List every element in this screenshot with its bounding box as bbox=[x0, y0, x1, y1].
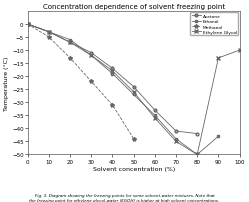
Ethylene Glycol bbox=[175, 141, 178, 143]
Line: Ethanol: Ethanol bbox=[26, 23, 220, 156]
Ethanol bbox=[196, 154, 199, 156]
Ethylene Glycol bbox=[111, 70, 114, 73]
Legend: Acetone, Ethanol, Methanol, Ethylene Glycol: Acetone, Ethanol, Methanol, Ethylene Gly… bbox=[190, 13, 238, 36]
Ethanol bbox=[47, 32, 50, 34]
Ethanol bbox=[175, 138, 178, 140]
Methanol bbox=[90, 81, 93, 83]
Methanol bbox=[47, 37, 50, 39]
Acetone bbox=[69, 42, 72, 44]
Acetone bbox=[111, 68, 114, 70]
Title: Concentration dependence of solvent freezing point: Concentration dependence of solvent free… bbox=[43, 4, 225, 10]
Ethanol bbox=[90, 55, 93, 57]
Ethylene Glycol bbox=[153, 117, 156, 120]
Methanol bbox=[26, 24, 29, 26]
Ethanol bbox=[69, 39, 72, 42]
Methanol bbox=[69, 57, 72, 60]
Ethylene Glycol bbox=[90, 55, 93, 57]
Ethylene Glycol bbox=[238, 50, 241, 52]
Acetone bbox=[132, 86, 135, 88]
Ethylene Glycol bbox=[47, 32, 50, 34]
Ethanol bbox=[111, 73, 114, 75]
Ethylene Glycol bbox=[26, 24, 29, 26]
Ethylene Glycol bbox=[196, 154, 199, 156]
Text: Fig. 3. Diagram showing the freezing points for some solvent-water mixtures. Not: Fig. 3. Diagram showing the freezing poi… bbox=[29, 194, 220, 202]
Methanol bbox=[132, 138, 135, 140]
Acetone bbox=[175, 130, 178, 133]
Acetone bbox=[90, 52, 93, 55]
Acetone bbox=[26, 24, 29, 26]
Acetone bbox=[47, 32, 50, 34]
Ethanol bbox=[153, 115, 156, 117]
Line: Ethylene Glycol: Ethylene Glycol bbox=[26, 23, 241, 157]
X-axis label: Solvent concentration (%): Solvent concentration (%) bbox=[93, 167, 175, 171]
Y-axis label: Temperature (°C): Temperature (°C) bbox=[4, 56, 9, 110]
Line: Acetone: Acetone bbox=[26, 23, 199, 135]
Ethylene Glycol bbox=[217, 57, 220, 60]
Ethanol bbox=[217, 135, 220, 138]
Acetone bbox=[153, 109, 156, 112]
Ethanol bbox=[26, 24, 29, 26]
Methanol bbox=[111, 104, 114, 107]
Line: Methanol: Methanol bbox=[26, 23, 136, 141]
Acetone bbox=[196, 133, 199, 135]
Ethylene Glycol bbox=[69, 42, 72, 44]
Ethylene Glycol bbox=[132, 91, 135, 94]
Ethanol bbox=[132, 94, 135, 96]
